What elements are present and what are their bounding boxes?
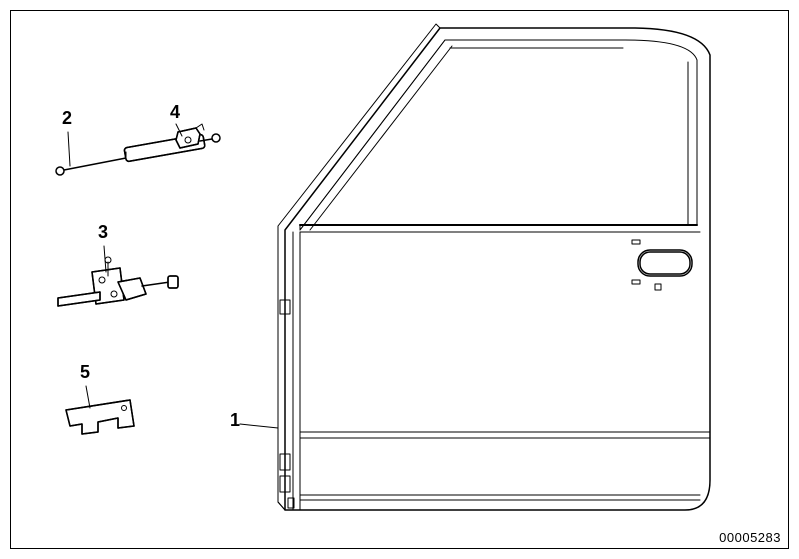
part-reinforcement-plate: [66, 400, 134, 434]
callout-4: 4: [170, 102, 180, 123]
part-door-brake: [58, 257, 178, 306]
part-door-shell: [278, 24, 710, 510]
callout-5: 5: [80, 362, 90, 383]
diagram-id: 00005283: [719, 530, 781, 545]
callout-1: 1: [230, 410, 240, 431]
callout-2: 2: [62, 108, 72, 129]
diagram-svg: [0, 0, 799, 559]
callout-3: 3: [98, 222, 108, 243]
